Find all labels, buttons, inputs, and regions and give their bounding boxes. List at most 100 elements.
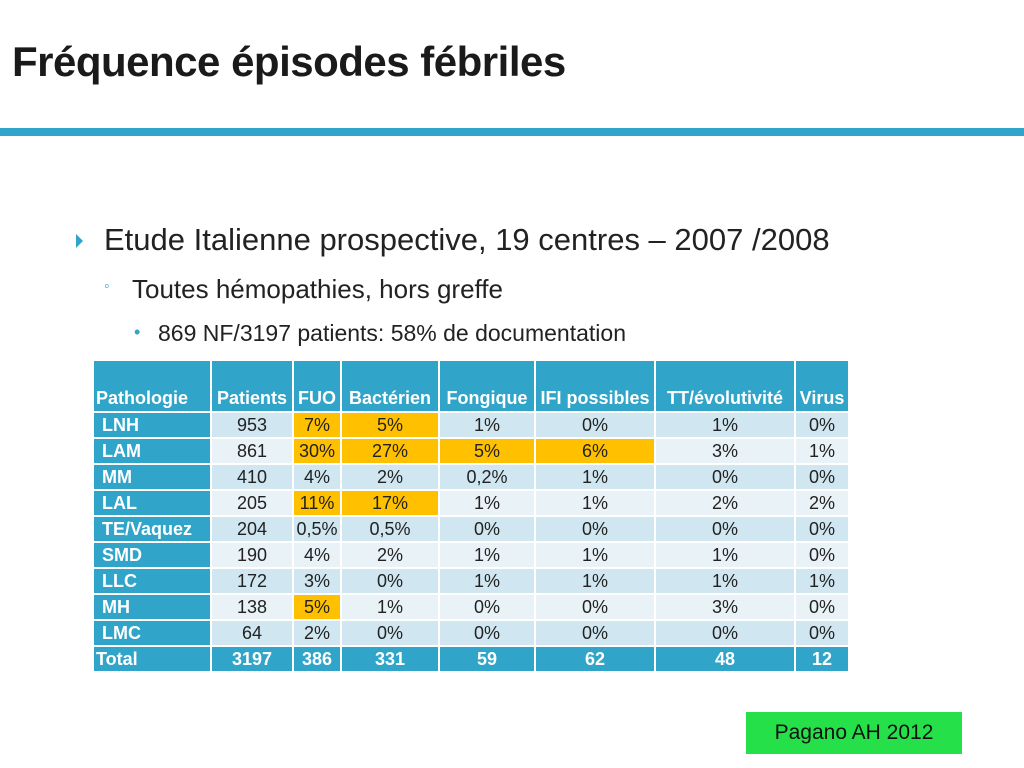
total-fongique: 59 (438, 645, 536, 673)
table-cell-virus: 1% (794, 437, 850, 465)
table-cell-tt: 3% (654, 593, 796, 621)
table-cell-patients: 861 (210, 437, 294, 465)
header-fuo: FUO (292, 359, 342, 413)
table-cell-fuo: 11% (292, 489, 342, 517)
circle-bullet-icon: ◦ (104, 278, 110, 295)
table-cell-virus: 0% (794, 541, 850, 569)
row-label: LAL (92, 489, 212, 517)
slide-title: Fréquence épisodes fébriles (12, 38, 566, 85)
table-cell-tt: 1% (654, 541, 796, 569)
header-ifi-possibles: IFI possibles (534, 359, 656, 413)
table-cell-ifi: 1% (534, 541, 656, 569)
triangle-bullet-icon (76, 234, 83, 248)
table-cell-virus: 0% (794, 411, 850, 439)
total-label: Total (92, 645, 212, 673)
table-row: LAM 861 30% 27% 5% 6% 3% 1% (92, 437, 850, 465)
total-bacterien: 331 (340, 645, 440, 673)
table-cell-fuo: 4% (292, 541, 342, 569)
table-cell-patients: 953 (210, 411, 294, 439)
row-label: MH (92, 593, 212, 621)
table-cell-patients: 190 (210, 541, 294, 569)
table-row: LAL 205 11% 17% 1% 1% 2% 2% (92, 489, 850, 517)
row-label: LLC (92, 567, 212, 595)
header-tt-evolutivite: TT/évolutivité (654, 359, 796, 413)
bullet-level1-text: Etude Italienne prospective, 19 centres … (104, 222, 830, 257)
title-divider (0, 128, 1024, 136)
table-cell-fuo: 2% (292, 619, 342, 647)
table-row: MM 410 4% 2% 0,2% 1% 0% 0% (92, 463, 850, 491)
header-row: Pathologie Patients FUO Bactérien Fongiq… (92, 359, 850, 413)
total-patients: 3197 (210, 645, 294, 673)
table-cell-fongique: 5% (438, 437, 536, 465)
table-footer: Total 3197 386 331 59 62 48 12 (92, 645, 850, 673)
header-pathologie: Pathologie (92, 359, 212, 413)
total-ifi: 62 (534, 645, 656, 673)
table-cell-virus: 0% (794, 619, 850, 647)
table-cell-fuo: 5% (292, 593, 342, 621)
table-cell-bacterien: 5% (340, 411, 440, 439)
table-body: LNH 953 7% 5% 1% 0% 1% 0% LAM 861 30% 27% 5% 6% 3% 1% MM… (92, 411, 850, 647)
table-cell-tt: 0% (654, 463, 796, 491)
table-cell-virus: 0% (794, 463, 850, 491)
total-row: Total 3197 386 331 59 62 48 12 (92, 645, 850, 673)
table-row: LNH 953 7% 5% 1% 0% 1% 0% (92, 411, 850, 439)
table-cell-ifi: 0% (534, 593, 656, 621)
table-cell-bacterien: 1% (340, 593, 440, 621)
table-cell-fongique: 1% (438, 411, 536, 439)
table-cell-patients: 64 (210, 619, 294, 647)
table-cell-fongique: 0% (438, 515, 536, 543)
table-cell-ifi: 0% (534, 515, 656, 543)
row-label: TE/Vaquez (92, 515, 212, 543)
table-cell-tt: 1% (654, 411, 796, 439)
table-row: MH 138 5% 1% 0% 0% 3% 0% (92, 593, 850, 621)
table-cell-bacterien: 2% (340, 541, 440, 569)
table-cell-fongique: 0% (438, 593, 536, 621)
table-row: LMC 64 2% 0% 0% 0% 0% 0% (92, 619, 850, 647)
table-cell-virus: 0% (794, 515, 850, 543)
table-cell-fuo: 4% (292, 463, 342, 491)
table-cell-fuo: 0,5% (292, 515, 342, 543)
table-cell-fuo: 3% (292, 567, 342, 595)
citation-badge: Pagano AH 2012 (746, 712, 962, 754)
table-row: SMD 190 4% 2% 1% 1% 1% 0% (92, 541, 850, 569)
total-tt: 48 (654, 645, 796, 673)
table-cell-fuo: 7% (292, 411, 342, 439)
header-virus: Virus (794, 359, 850, 413)
bullet-level2-text: Toutes hémopathies, hors greffe (132, 274, 503, 304)
row-label: LMC (92, 619, 212, 647)
row-label: LNH (92, 411, 212, 439)
bullet-level3-text: 869 NF/3197 patients: 58% de documentati… (158, 320, 626, 346)
row-label: MM (92, 463, 212, 491)
row-label: LAM (92, 437, 212, 465)
header-bacterien: Bactérien (340, 359, 440, 413)
table-cell-patients: 138 (210, 593, 294, 621)
table-cell-tt: 2% (654, 489, 796, 517)
table-cell-ifi: 6% (534, 437, 656, 465)
header-patients: Patients (210, 359, 294, 413)
table-cell-ifi: 0% (534, 619, 656, 647)
table-cell-ifi: 0% (534, 411, 656, 439)
header-fongique: Fongique (438, 359, 536, 413)
table-cell-virus: 2% (794, 489, 850, 517)
episodes-table: Pathologie Patients FUO Bactérien Fongiq… (92, 359, 850, 673)
table-cell-bacterien: 17% (340, 489, 440, 517)
total-virus: 12 (794, 645, 850, 673)
table-cell-fongique: 1% (438, 567, 536, 595)
table-cell-fuo: 30% (292, 437, 342, 465)
table-cell-patients: 204 (210, 515, 294, 543)
table-cell-virus: 1% (794, 567, 850, 595)
table-cell-bacterien: 27% (340, 437, 440, 465)
table-cell-bacterien: 0% (340, 619, 440, 647)
table-cell-tt: 0% (654, 515, 796, 543)
table-header: Pathologie Patients FUO Bactérien Fongiq… (92, 359, 850, 413)
table-cell-patients: 205 (210, 489, 294, 517)
table-cell-fongique: 1% (438, 541, 536, 569)
table-cell-ifi: 1% (534, 489, 656, 517)
table-cell-bacterien: 0,5% (340, 515, 440, 543)
table-cell-tt: 1% (654, 567, 796, 595)
dot-bullet-icon: • (134, 322, 141, 342)
table-cell-fongique: 1% (438, 489, 536, 517)
table-cell-ifi: 1% (534, 567, 656, 595)
table-cell-patients: 410 (210, 463, 294, 491)
total-fuo: 386 (292, 645, 342, 673)
